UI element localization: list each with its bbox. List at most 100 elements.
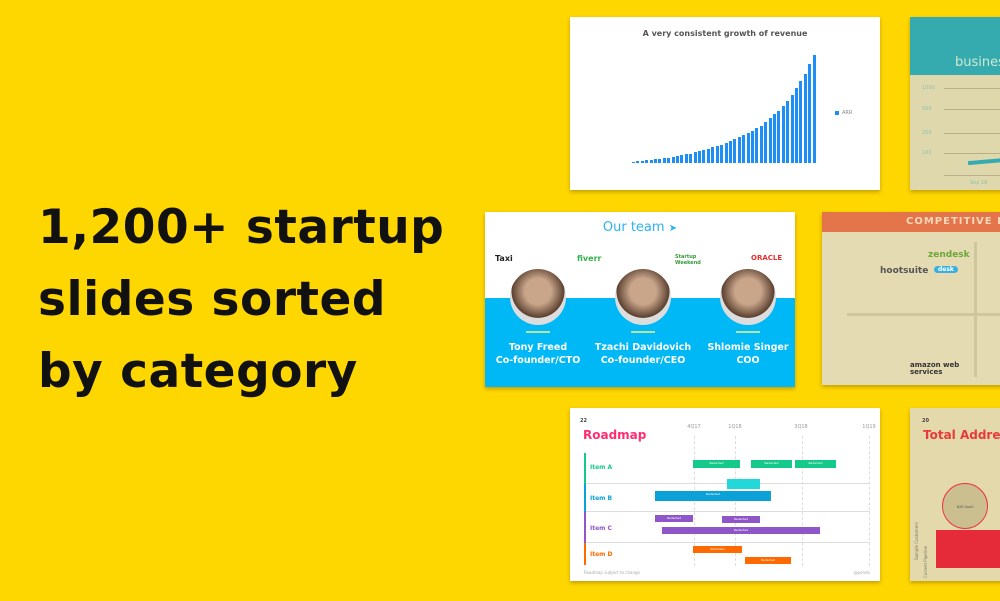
revenue-bar: [654, 159, 658, 163]
logo-desk: desk: [934, 266, 958, 273]
revenue-bar: [667, 157, 671, 163]
revenue-bar: [728, 141, 732, 163]
avatar: [720, 269, 776, 325]
row-color-bar: [584, 453, 586, 484]
revenue-bar: [768, 117, 772, 163]
revenue-bar: [781, 105, 785, 163]
slide-title: Roadmap: [583, 428, 647, 442]
revenue-bar: [724, 143, 728, 163]
quarter-label: 1Q19: [862, 424, 876, 430]
revenue-bar: [812, 55, 816, 163]
revenue-bar: [755, 128, 759, 163]
gantt-bar: Redacted: [722, 516, 760, 523]
headline-line: by category: [38, 344, 358, 399]
revenue-bar: [794, 88, 798, 163]
revenue-bar: [786, 101, 790, 163]
y-tick: 1000: [922, 85, 935, 91]
revenue-bar: [698, 151, 702, 163]
revenue-slide[interactable]: A very consistent growth of revenue ARR: [570, 17, 880, 190]
revenue-bar: [777, 111, 781, 163]
revenue-bar: [680, 155, 684, 163]
roadmap-row: [584, 484, 870, 512]
gridline: [944, 153, 1000, 154]
member-name: Tony Freed: [508, 342, 568, 353]
member-name: Tzachi Davidovich: [594, 342, 692, 353]
revenue-bar: [684, 154, 688, 163]
gantt-bar: Redacted: [795, 460, 836, 468]
gantt-bar: Redacted: [751, 460, 792, 468]
y-axis-arrow: [974, 242, 977, 377]
revenue-bar: [737, 137, 741, 163]
revenue-bar: [689, 153, 693, 163]
team-member: Shlomie Singer COO: [693, 269, 795, 367]
revenue-bar: [711, 147, 715, 163]
gridline: [944, 175, 1000, 176]
y-tick: 250: [922, 130, 932, 136]
x-axis-arrow: [847, 313, 1000, 316]
x-tick: Sep 16: [970, 180, 988, 186]
revenue-bar: [790, 94, 794, 163]
row-color-bar: [584, 484, 586, 512]
revenue-bar: [720, 144, 724, 163]
slide-title: Our team ➤: [485, 220, 795, 235]
footer-note: Roadmap subject to change: [584, 570, 640, 575]
revenue-bar: [632, 161, 635, 163]
team-member: Tony Freed Co-founder/CTO: [485, 269, 593, 367]
gantt-bar: Redacted: [655, 515, 693, 522]
roadmap-item-label: Item A: [590, 464, 613, 471]
slide-title-text: Our team: [602, 220, 665, 235]
bird-icon: ➤: [668, 223, 678, 234]
slide-title: Total Addressable: [923, 428, 1000, 442]
revenue-bar: [693, 152, 697, 163]
row-color-bar: [584, 543, 586, 565]
quarter-label: 1Q18: [728, 424, 742, 430]
revenue-bar: [733, 139, 737, 163]
revenue-bar: [676, 155, 680, 163]
revenue-bar: [764, 121, 768, 163]
tam-slide[interactable]: 20 Total Addressable B2B SaaS Sample Cus…: [910, 408, 1000, 581]
quarter-line: [802, 436, 803, 566]
logo-aws: amazon web services: [910, 361, 960, 376]
roadmap-row: [584, 512, 870, 543]
revenue-bar: [742, 134, 746, 163]
headline-line: 1,200+ startup: [38, 200, 445, 255]
slide-title: A very consistent growth of revenue: [642, 29, 808, 38]
member-role: COO: [736, 355, 760, 366]
roadmap-slide[interactable]: 22 Roadmap 4Q17 1Q18 3Q18 1Q19 Item A It…: [570, 408, 880, 581]
revenue-bar: [640, 160, 644, 163]
slide-number: 20: [922, 418, 929, 424]
revenue-bar: [636, 161, 640, 163]
legend-swatch: [835, 111, 839, 115]
revenue-bar: [750, 130, 754, 163]
logo-hootsuite: hootsuite: [880, 266, 929, 276]
gantt-bar: Redacted: [693, 546, 742, 553]
revenue-bar: [759, 126, 763, 163]
team-member: Tzachi Davidovich Co-founder/CEO: [588, 269, 698, 367]
gantt-bar: [727, 479, 760, 489]
gridline: [944, 133, 1000, 134]
competitive-slide[interactable]: COMPETITIVE LAN zendesk hootsuite desk a…: [822, 212, 1000, 385]
revenue-bar: [715, 145, 719, 163]
gantt-bar: Redacted: [745, 557, 791, 564]
revenue-bar: [706, 148, 710, 163]
gridline: [944, 88, 1000, 89]
legend-label: ARR: [842, 110, 853, 116]
revenue-bar: [662, 158, 666, 163]
revenue-bar: [671, 157, 675, 163]
row-color-bar: [584, 512, 586, 543]
quarter-line: [694, 436, 695, 566]
market-circle: B2B SaaS: [942, 483, 988, 529]
market-rect: [936, 530, 1000, 568]
gantt-bar: Redacted: [655, 491, 771, 501]
line-series: [967, 156, 1000, 166]
logo-taxi: Taxi: [495, 254, 513, 263]
y-tick: 100: [922, 150, 932, 156]
team-slide[interactable]: Our team ➤ Taxi fiverr Startup Weekend O…: [485, 212, 795, 387]
slide-number: 22: [580, 418, 587, 424]
slide-header: busines: [910, 17, 1000, 75]
slide-title: COMPETITIVE LAN: [822, 212, 1000, 232]
revenue-bar: [702, 150, 706, 163]
gridline: [944, 109, 1000, 110]
business-slide[interactable]: busines 1000 500 250 100 Sep 16: [910, 17, 1000, 190]
revenue-bar: [799, 80, 803, 163]
